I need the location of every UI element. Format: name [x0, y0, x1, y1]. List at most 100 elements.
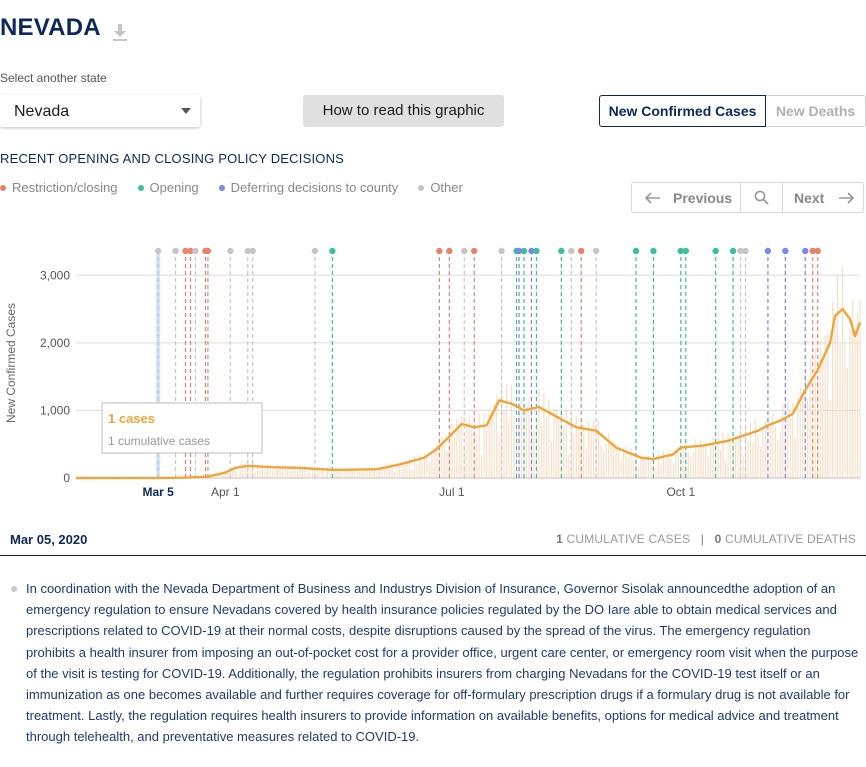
daily-bar [324, 474, 326, 478]
daily-bar [269, 469, 271, 478]
daily-bar [406, 461, 408, 478]
daily-bar [660, 462, 662, 478]
search-icon [754, 190, 769, 205]
previous-label: Previous [673, 189, 733, 206]
daily-bar [468, 416, 470, 478]
daily-bar [645, 456, 647, 478]
policy-event-dot-opening [650, 247, 657, 255]
daily-bar [351, 470, 353, 478]
daily-bar [837, 275, 839, 478]
daily-bar [605, 443, 607, 478]
legend-label: Restriction/closing [12, 180, 118, 195]
daily-bar [247, 465, 249, 478]
daily-bar [525, 404, 528, 478]
daily-bar [252, 464, 254, 478]
cumulative-cases-label: CUMULATIVE CASES [566, 532, 691, 546]
bullet-icon [11, 586, 17, 592]
daily-bar [779, 432, 781, 478]
daily-bar [747, 440, 749, 478]
state-select[interactable]: Nevada [0, 95, 200, 127]
daily-bar [217, 473, 219, 478]
daily-bar [588, 421, 590, 478]
policy-event-dot-county [802, 247, 809, 255]
legend-label: Other [430, 180, 463, 195]
daily-bar [710, 443, 712, 478]
daily-bar [834, 325, 836, 478]
cases-chart[interactable]: 0 1,000 2,000 3,000 Mar 5 Apr 1 Jul 1 Oct 1 New… [0, 235, 866, 520]
search-button[interactable] [741, 183, 783, 212]
daily-bar [575, 415, 577, 478]
daily-bar [846, 367, 849, 478]
x-tick-label: Mar 5 [142, 485, 174, 499]
daily-bar [314, 468, 316, 478]
daily-bar [677, 448, 679, 478]
daily-bar [817, 382, 819, 478]
x-tick-label: Oct 1 [666, 485, 695, 499]
policy-event-dot-other [192, 247, 199, 255]
daily-bar [374, 468, 376, 478]
daily-bar [433, 448, 435, 478]
daily-bar [832, 301, 834, 478]
arrow-right-icon [839, 191, 855, 204]
cases-average-line [75, 307, 862, 480]
daily-bar [277, 465, 279, 478]
x-tick-label: Apr 1 [211, 485, 240, 499]
policy-event-dot-restriction [809, 247, 816, 255]
tab-new-confirmed-cases[interactable]: New Confirmed Cases [599, 95, 766, 127]
y-axis-label: New Confirmed Cases [4, 303, 18, 423]
state-select-value: Nevada [14, 103, 70, 120]
tooltip-sub: 1 cumulative cases [108, 434, 210, 448]
daily-bar [237, 473, 239, 478]
daily-bar [296, 470, 299, 478]
policy-event-dot-other [154, 247, 162, 255]
daily-bar [700, 439, 702, 478]
daily-bar [329, 471, 331, 478]
tab-new-deaths[interactable]: New Deaths [766, 95, 866, 127]
daily-bar [692, 452, 694, 478]
daily-bar [354, 467, 356, 478]
daily-bar [232, 470, 234, 478]
how-to-read-button[interactable]: How to read this graphic [303, 95, 504, 127]
daily-bar [635, 450, 637, 478]
daily-bar [568, 454, 570, 478]
daily-bar [720, 450, 722, 478]
daily-bar [413, 456, 416, 478]
daily-bar [289, 471, 291, 478]
daily-bar [264, 468, 266, 478]
daily-bar [386, 464, 388, 478]
previous-button[interactable]: Previous [632, 183, 741, 212]
daily-bar [729, 440, 732, 478]
daily-bar [672, 463, 674, 478]
daily-bar [486, 428, 488, 478]
daily-bar [590, 430, 592, 478]
daily-bar [650, 458, 652, 478]
daily-bar [461, 415, 463, 478]
daily-bar [344, 468, 346, 478]
daily-bar [824, 335, 826, 478]
daily-bar [548, 399, 550, 478]
daily-bar [498, 434, 500, 478]
selected-date: Mar 05, 2020 [10, 532, 88, 547]
next-button[interactable]: Next [783, 183, 863, 212]
policy-event-dot-opening [558, 247, 565, 255]
daily-bar [603, 449, 605, 478]
daily-bar [384, 469, 386, 478]
daily-bar [267, 464, 269, 478]
daily-bar [655, 468, 657, 478]
daily-bar [398, 464, 401, 478]
daily-bar [501, 385, 503, 478]
download-icon[interactable] [111, 22, 129, 42]
daily-bar [615, 444, 617, 478]
daily-bar [585, 448, 587, 478]
daily-bar [762, 426, 764, 478]
daily-bar [326, 467, 328, 478]
daily-bar [725, 460, 727, 478]
other-dot-icon [418, 184, 425, 191]
daily-bar [545, 416, 547, 478]
daily-bar [662, 451, 664, 478]
legend-item-other: Other [418, 180, 463, 195]
daily-bar [441, 436, 443, 478]
daily-bar [705, 441, 707, 478]
daily-bar [518, 409, 520, 478]
daily-bar [508, 420, 510, 478]
